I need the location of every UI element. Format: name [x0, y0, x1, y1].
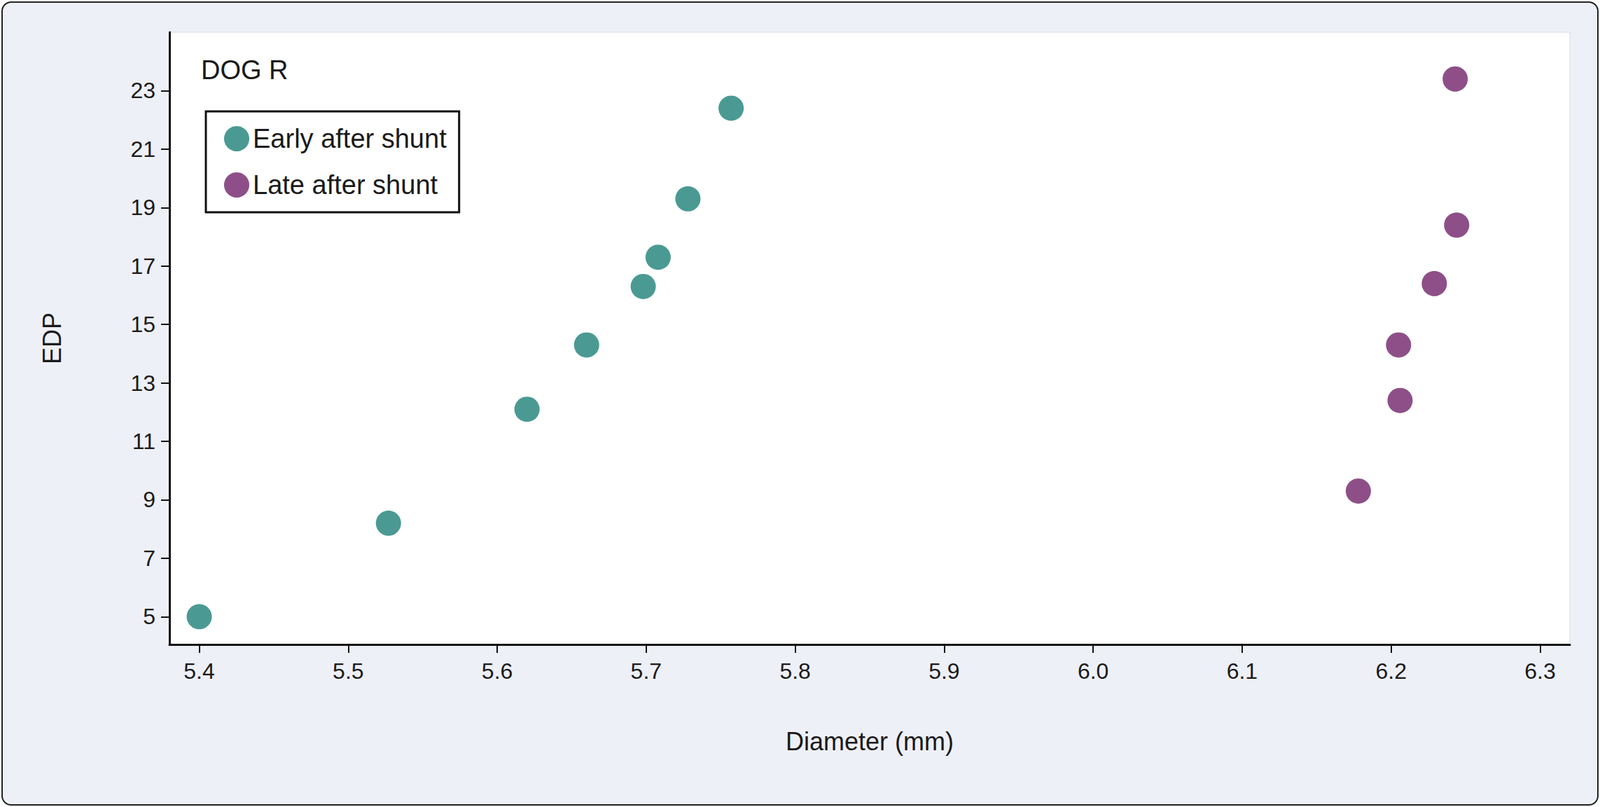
svg-text:DOG R: DOG R: [200, 55, 289, 85]
svg-text:5.6: 5.6: [481, 658, 513, 684]
svg-text:19: 19: [130, 194, 156, 220]
svg-text:6.3: 6.3: [1524, 658, 1556, 684]
svg-text:Early after shunt: Early after shunt: [252, 123, 447, 154]
svg-text:6.2: 6.2: [1375, 658, 1407, 684]
svg-text:EDP: EDP: [37, 312, 67, 365]
svg-text:Late after shunt: Late after shunt: [252, 170, 439, 200]
svg-text:21: 21: [130, 136, 156, 162]
svg-text:6.0: 6.0: [1077, 658, 1109, 684]
svg-text:13: 13: [130, 370, 156, 396]
svg-text:5.7: 5.7: [630, 658, 662, 684]
svg-text:5.4: 5.4: [183, 658, 215, 684]
svg-text:5.8: 5.8: [779, 658, 811, 684]
svg-text:23: 23: [130, 77, 156, 103]
svg-text:5.5: 5.5: [332, 658, 364, 684]
svg-text:7: 7: [142, 545, 156, 571]
svg-text:6.1: 6.1: [1226, 658, 1258, 684]
svg-text:5: 5: [142, 603, 156, 629]
svg-text:5.9: 5.9: [928, 658, 960, 684]
svg-text:Diameter (mm): Diameter (mm): [785, 726, 954, 756]
svg-text:17: 17: [130, 253, 156, 279]
svg-text:9: 9: [142, 486, 156, 512]
svg-text:15: 15: [130, 311, 156, 337]
svg-text:11: 11: [132, 428, 156, 454]
